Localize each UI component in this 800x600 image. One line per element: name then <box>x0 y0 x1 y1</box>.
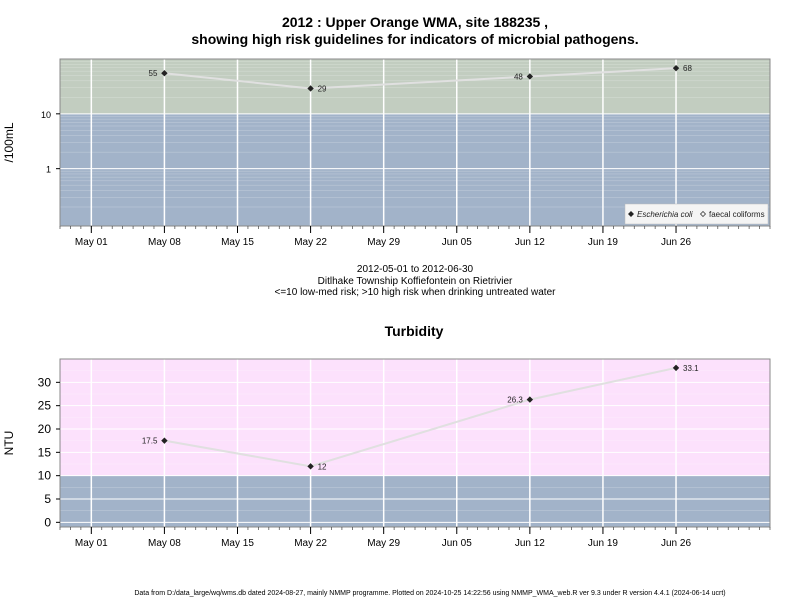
data-label: 12 <box>318 462 327 471</box>
turbidity-chart: 0 5 10 15 20 25 30 May 01 May 08 May 15 May 22 May … <box>2 323 771 549</box>
y-tick-label: 0 <box>44 515 51 529</box>
x-tick-label: May 22 <box>294 237 327 248</box>
y-tick-label: 10 <box>38 469 52 483</box>
series-line <box>164 67 677 90</box>
x-tick-label: Jun 12 <box>515 237 545 248</box>
series-line <box>164 366 677 468</box>
date-range-label: 2012-05-01 to 2012-06-30 <box>356 264 474 275</box>
data-label: 26.3 <box>507 396 523 405</box>
data-point <box>526 396 534 403</box>
x-tick-label: May 15 <box>221 237 254 248</box>
data-label: 17.5 <box>142 437 158 446</box>
legend-label: Escherichia coli <box>637 210 693 219</box>
y-tick-label: 10 <box>41 110 51 120</box>
x-tick-label: Jun 05 <box>442 538 472 549</box>
page-title-line2: showing high risk guidelines for indicat… <box>191 31 639 47</box>
data-point <box>307 463 314 470</box>
x-tick-label: Jun 19 <box>588 538 618 549</box>
x-tick-label: Jun 26 <box>661 538 691 549</box>
x-tick-label: May 08 <box>148 237 181 248</box>
y-tick-label: 15 <box>38 445 52 459</box>
x-tick-label: May 29 <box>367 538 400 549</box>
x-tick-label: May 15 <box>221 538 254 549</box>
x-tick-label: May 08 <box>148 538 181 549</box>
legend-box <box>624 203 769 225</box>
x-tick-label: May 22 <box>294 538 327 549</box>
data-label: 29 <box>318 84 327 93</box>
x-tick-label: Jun 26 <box>661 237 691 248</box>
data-label: 68 <box>683 64 692 73</box>
y-tick-label: 25 <box>38 399 52 413</box>
x-tick-label: Jun 12 <box>515 538 545 549</box>
y-tick-label: 30 <box>38 375 52 389</box>
high-risk-band <box>60 359 770 476</box>
y-tick-label: 20 <box>38 422 52 436</box>
y-axis-label: NTU <box>2 431 16 456</box>
x-tick-label: Jun 19 <box>588 237 618 248</box>
microbial-chart: 1 10 May 01 May 08 May 15 May 22 May 29 Jun 05 J… <box>2 58 771 248</box>
x-tick-label: May 29 <box>367 237 400 248</box>
data-label: 33.1 <box>683 364 699 373</box>
legend-marker <box>628 211 634 217</box>
risk-note-label: <=10 low-med risk; >10 high risk when dr… <box>274 287 556 298</box>
high-risk-band <box>60 59 770 114</box>
y-tick-label: 5 <box>44 492 51 506</box>
data-point <box>672 364 680 372</box>
page-title-line1: 2012 : Upper Orange WMA, site 188235 , <box>281 14 549 30</box>
low-risk-band <box>60 475 770 527</box>
data-label: 55 <box>149 69 158 78</box>
legend-marker <box>700 211 706 217</box>
data-point <box>526 73 534 80</box>
data-point <box>672 64 680 72</box>
legend-label: faecal coliforms <box>709 210 765 219</box>
x-tick-label: May 01 <box>75 237 108 248</box>
chart-title: Turbidity <box>385 323 444 339</box>
location-label: Ditlhake Township Koffiefontein on Rietr… <box>317 276 513 287</box>
data-label: 48 <box>514 72 523 81</box>
x-tick-label: May 01 <box>75 538 108 549</box>
y-tick-label: 1 <box>46 165 51 175</box>
data-point <box>161 70 168 77</box>
data-point <box>307 85 314 92</box>
y-axis-label: /100mL <box>2 122 16 162</box>
data-point <box>161 437 168 444</box>
footer-note: Data from D:/data_large/wq/wms.db dated … <box>134 590 726 597</box>
x-tick-label: Jun 05 <box>442 237 472 248</box>
